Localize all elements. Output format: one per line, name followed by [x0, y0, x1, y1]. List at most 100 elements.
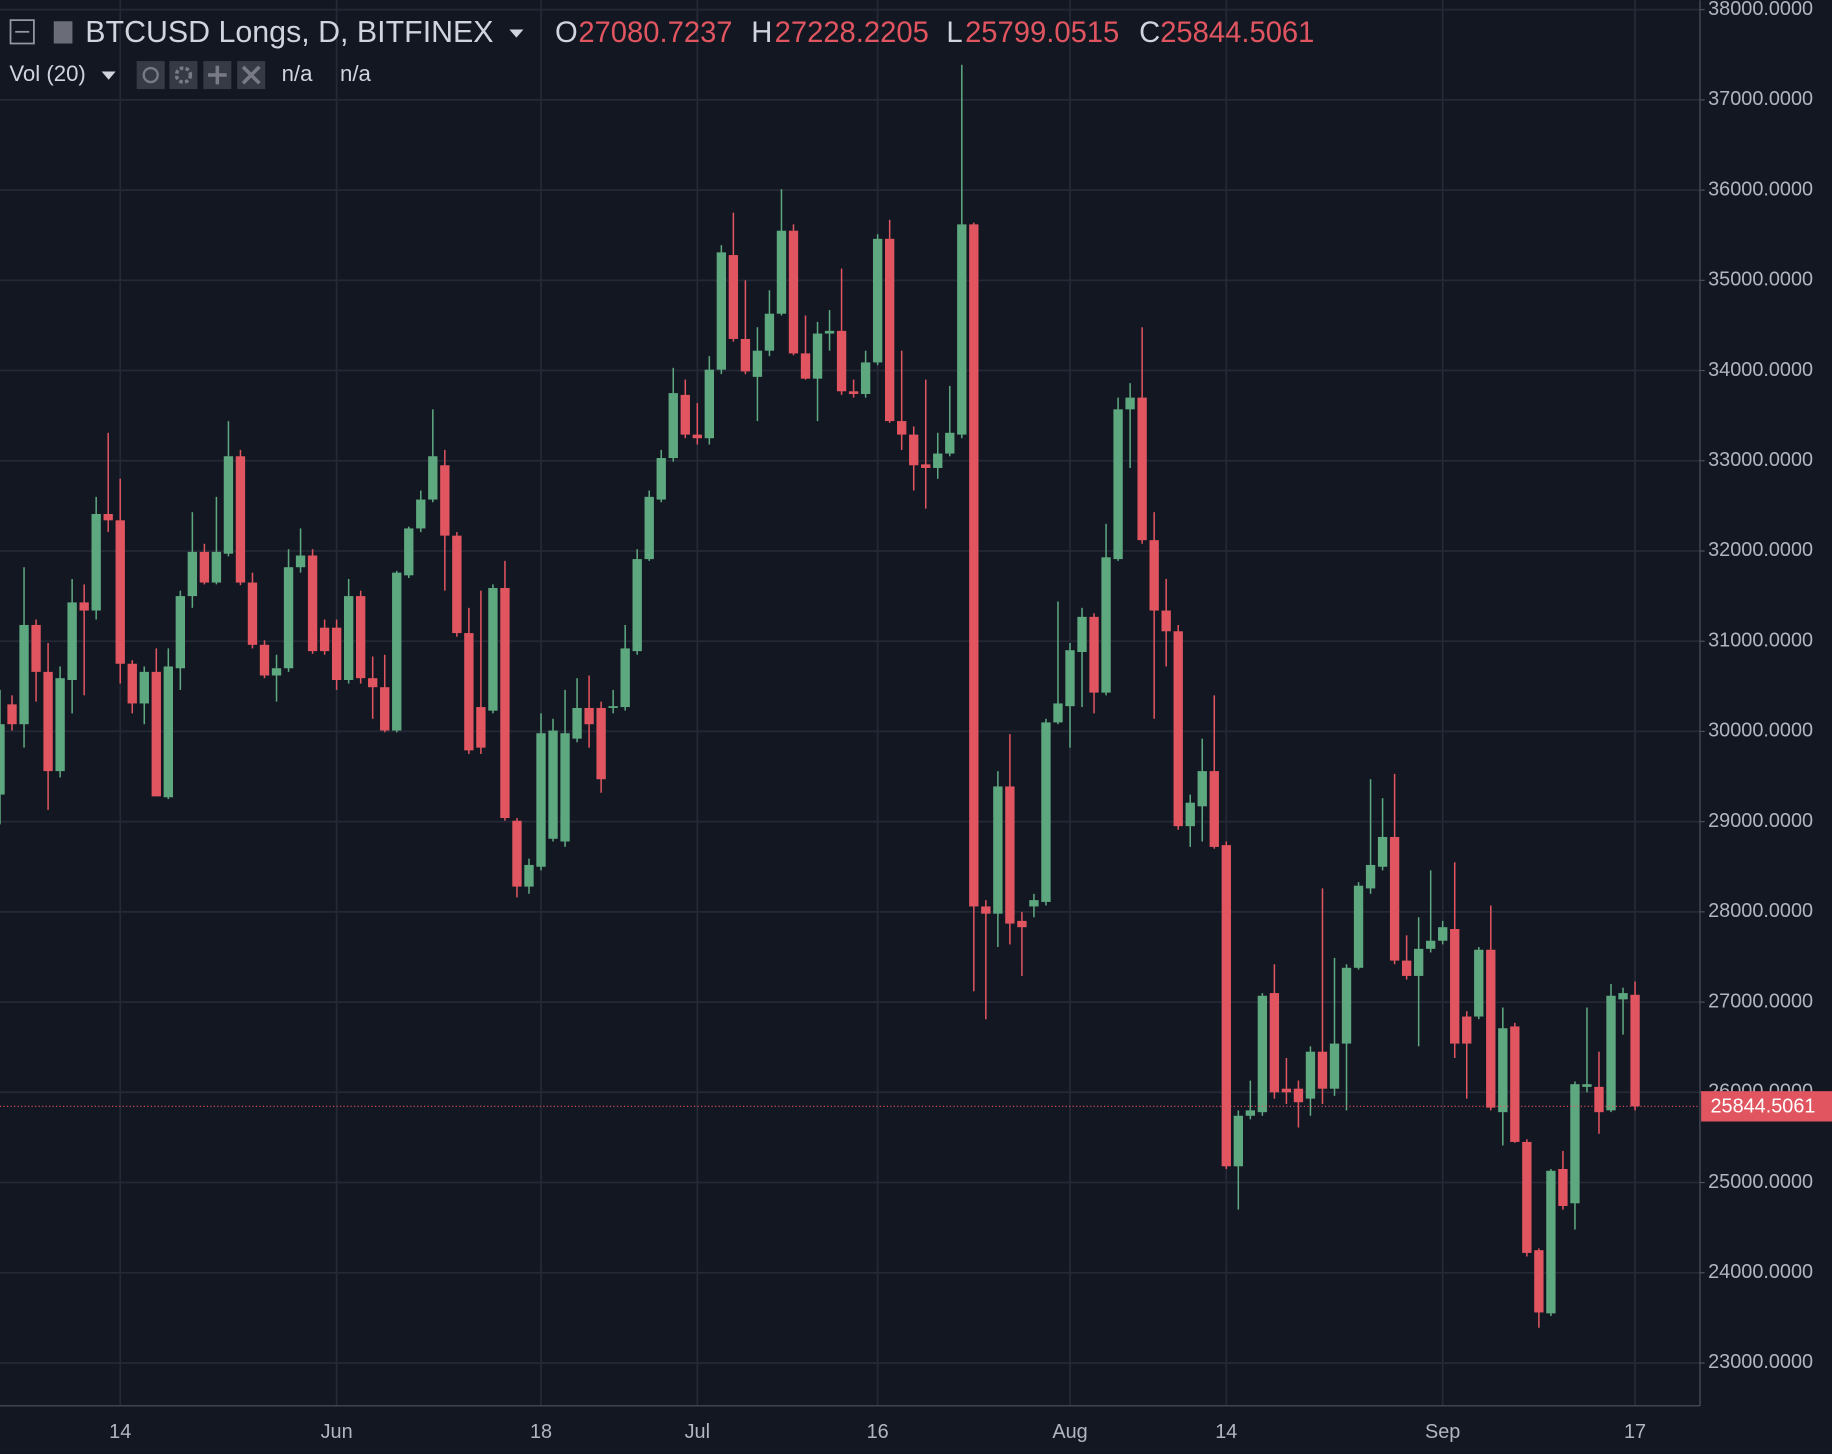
gear-icon	[174, 66, 193, 84]
candle-body	[1209, 771, 1219, 847]
candle-body	[1498, 1028, 1508, 1113]
candle-body	[1450, 929, 1460, 1044]
candle-body	[31, 624, 41, 672]
candle	[1594, 1051, 1604, 1134]
candle	[1582, 1007, 1592, 1093]
candle	[512, 818, 522, 898]
candles	[0, 64, 1700, 1328]
candle-body	[271, 668, 282, 676]
candle	[151, 648, 161, 797]
x-tick-label: Jun	[321, 1421, 353, 1443]
candle	[79, 584, 89, 696]
candle	[7, 695, 17, 731]
candle	[1377, 798, 1388, 871]
candle	[884, 219, 895, 423]
settings-button[interactable]	[169, 61, 198, 90]
candle	[416, 490, 426, 533]
candle-body	[1137, 397, 1147, 541]
candle	[872, 234, 883, 366]
candle-body	[211, 551, 222, 583]
candle-body	[1558, 1168, 1568, 1206]
candle	[1510, 1022, 1520, 1143]
candle	[668, 367, 678, 462]
candle-body	[1269, 993, 1280, 1093]
candle	[271, 654, 282, 702]
candle-body	[235, 456, 246, 583]
candle-body	[692, 434, 702, 439]
y-tick-label: 35000.0000	[1708, 269, 1813, 291]
candle-body	[1017, 920, 1027, 928]
candle	[247, 572, 258, 649]
eye-button[interactable]	[136, 61, 165, 90]
x-tick-label: 14	[109, 1421, 131, 1443]
candle	[1317, 888, 1328, 1105]
candle	[788, 224, 799, 356]
candle	[295, 528, 306, 573]
candle-body	[139, 671, 149, 704]
candle-body	[1438, 927, 1448, 941]
indicator-value: n/a	[340, 61, 372, 86]
candle-body	[283, 567, 294, 669]
candle	[680, 379, 690, 439]
candle	[921, 379, 931, 509]
candle	[836, 268, 847, 395]
candle-body	[632, 559, 642, 652]
candle-body	[872, 238, 883, 363]
candle	[488, 584, 498, 714]
candle	[812, 321, 823, 422]
candle-body	[1185, 802, 1195, 827]
candle	[1233, 1110, 1243, 1210]
last-price-box	[1701, 1091, 1832, 1122]
candle	[1029, 893, 1039, 918]
candle-body	[127, 663, 137, 704]
candle	[1438, 920, 1448, 945]
candle-body	[55, 678, 65, 772]
candle-body	[1233, 1115, 1243, 1167]
candle	[404, 526, 414, 579]
grid	[0, 0, 1700, 1406]
candle-body	[343, 596, 354, 680]
candle-body	[259, 644, 270, 676]
candle	[235, 449, 246, 586]
candle	[1522, 1139, 1532, 1257]
candle-body	[7, 704, 17, 725]
candle-body	[716, 252, 727, 370]
candle	[103, 432, 113, 533]
candle-body	[19, 624, 29, 725]
cross-icon	[241, 65, 261, 85]
candle-body	[512, 820, 522, 887]
candle-body	[187, 551, 198, 597]
candle-body	[524, 864, 534, 887]
candle	[548, 718, 558, 842]
candle-body	[1353, 885, 1364, 968]
candle-body	[151, 671, 161, 797]
candle	[440, 449, 450, 591]
candle-body	[1606, 995, 1616, 1111]
symbol-title[interactable]: BTCUSD Longs, D, BITFINEX	[85, 16, 493, 49]
indicator-dropdown[interactable]	[101, 71, 116, 80]
candle-body	[1426, 940, 1436, 949]
collapse-icon[interactable]	[9, 19, 35, 45]
candle	[1065, 643, 1075, 748]
x-tick-label: 16	[867, 1421, 889, 1443]
candle-body	[392, 572, 402, 731]
candle-body	[1221, 845, 1231, 1167]
candle-body	[163, 666, 173, 798]
candle	[897, 350, 907, 450]
y-tick-label: 27000.0000	[1708, 990, 1813, 1012]
candle	[1005, 734, 1015, 945]
candle	[740, 280, 751, 375]
indicator-title[interactable]: Vol (20)	[9, 61, 85, 86]
candle-body	[500, 587, 510, 819]
candle	[1329, 957, 1340, 1096]
candle-body	[1401, 960, 1412, 976]
candle	[1101, 523, 1111, 696]
candle-body	[656, 458, 666, 500]
candle-body	[67, 602, 77, 680]
candle	[1450, 862, 1460, 1059]
candle	[392, 570, 402, 733]
candle	[187, 512, 198, 608]
indicator-value: n/a	[282, 61, 314, 86]
candle	[91, 496, 101, 620]
symbol-dropdown[interactable]	[509, 29, 524, 38]
